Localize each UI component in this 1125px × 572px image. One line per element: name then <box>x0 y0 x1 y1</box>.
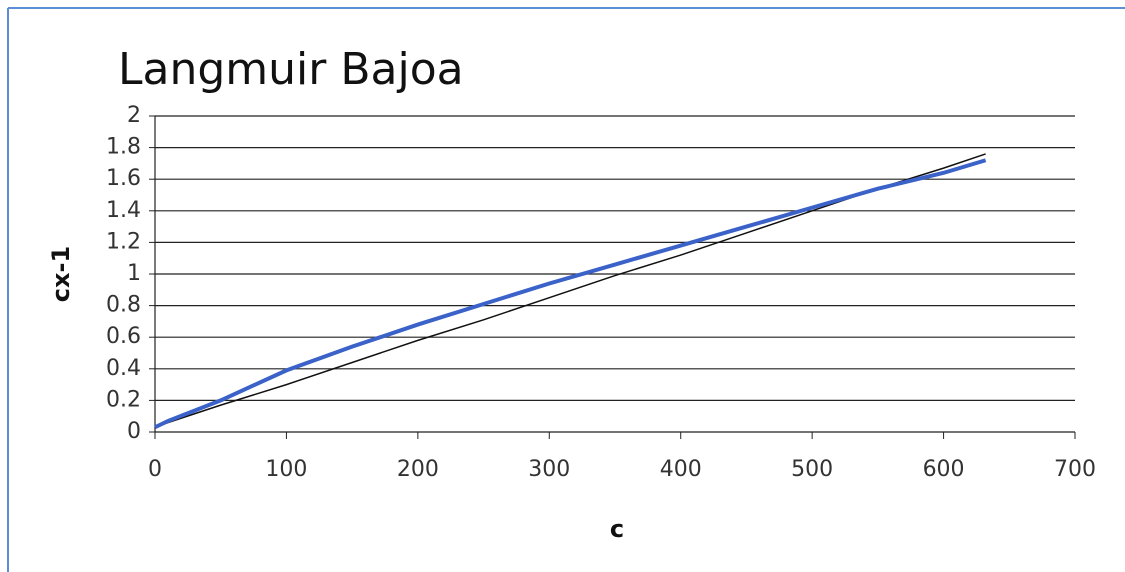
y-tick-label: 1.4 <box>106 198 141 223</box>
x-axis-label: c <box>610 515 624 543</box>
y-tick-label: 1 <box>127 261 141 286</box>
y-tick-label: 0 <box>127 419 141 444</box>
y-tick-label: 0.6 <box>106 324 141 349</box>
y-tick-label: 0.4 <box>106 356 141 381</box>
y-tick-label: 1.6 <box>106 166 141 191</box>
x-tick-label: 300 <box>528 457 570 482</box>
y-tick-label: 2 <box>127 103 141 128</box>
chart-title: Langmuir Bajoa <box>118 44 464 95</box>
x-tick-label: 100 <box>265 457 307 482</box>
x-tick-label: 200 <box>397 457 439 482</box>
y-axis-label: cx-1 <box>47 246 75 302</box>
data-line <box>154 158 987 430</box>
x-tick-label: 500 <box>791 457 833 482</box>
y-tick-label: 0.8 <box>106 293 141 318</box>
y-tick-label: 1.8 <box>106 135 141 160</box>
x-tick-label: 0 <box>148 457 162 482</box>
y-tick-label: 0.2 <box>106 387 141 412</box>
x-tick-label: 700 <box>1054 457 1096 482</box>
y-tick-label: 1.2 <box>106 229 141 254</box>
x-tick-label: 400 <box>660 457 702 482</box>
x-tick-label: 600 <box>923 457 965 482</box>
